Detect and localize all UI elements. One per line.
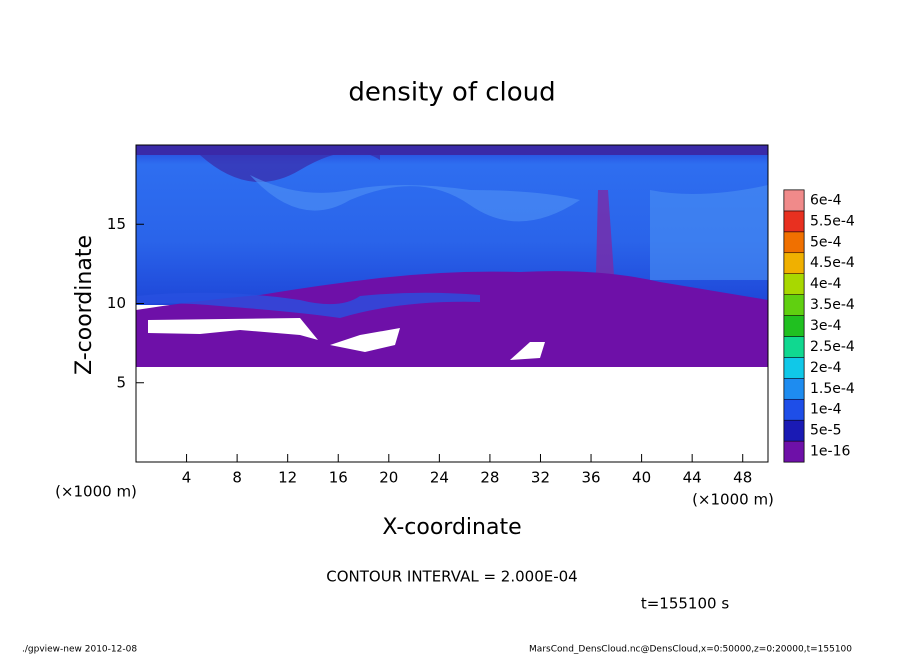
colorbar-label: 2.5e-4 [810, 339, 855, 355]
x-tick-label: 40 [632, 469, 651, 487]
colorbar-box [783, 273, 805, 295]
field-purple [136, 271, 768, 367]
x-tick-label: 4 [182, 469, 192, 487]
x-tick-label: 24 [430, 469, 449, 487]
contour-interval: CONTOUR INTERVAL = 2.000E-04 [326, 568, 577, 586]
footer-right: MarsCond_DensCloud.nc@DensCloud,x=0:5000… [529, 645, 852, 654]
field-swirl [200, 150, 380, 182]
colorbar-box [783, 440, 805, 463]
y-axis-label: Z-coordinate [72, 235, 97, 375]
colorbar-label: 2e-4 [810, 360, 842, 376]
colorbar-label: 1e-4 [810, 402, 842, 418]
colorbar-box [783, 231, 805, 254]
field-empty [136, 367, 768, 462]
colorbar-box [783, 378, 805, 400]
field-hole [510, 342, 545, 360]
colorbar-box [783, 252, 805, 274]
colorbar-box [783, 210, 805, 233]
x-tick-label: 32 [531, 469, 550, 487]
colorbar-box [783, 189, 805, 212]
colorbar-label: 1.5e-4 [810, 381, 855, 397]
cloud-field [136, 145, 768, 462]
colorbar-label: 4e-4 [810, 276, 842, 292]
colorbar-label: 5e-5 [810, 423, 841, 439]
colorbar-box [783, 398, 805, 421]
x-tick-label: 44 [683, 469, 702, 487]
colorbar-label: 3.5e-4 [810, 297, 855, 313]
x-unit-label: (×1000 m) [692, 491, 774, 509]
field-hole [330, 328, 400, 352]
x-tick-label: 20 [379, 469, 398, 487]
colorbar-label: 3e-4 [810, 318, 842, 334]
field-plume [596, 190, 614, 275]
y-tick-label: 10 [107, 294, 126, 312]
colorbar-label: 4.5e-4 [810, 255, 855, 271]
field-light [650, 185, 768, 280]
colorbar-box [783, 315, 805, 337]
y-tick-label: 5 [116, 373, 126, 391]
colorbar-box [783, 357, 805, 379]
colorbar-label: 5.5e-4 [810, 213, 855, 229]
field-hole [148, 318, 318, 340]
colorbar-box [783, 336, 805, 358]
field-edge [136, 292, 480, 318]
x-tick-label: 36 [581, 469, 600, 487]
colorbar-box [783, 419, 805, 442]
x-tick-label: 48 [733, 469, 752, 487]
field-top-band [136, 145, 768, 155]
field-swirl [250, 175, 580, 222]
x-tick-label: 8 [232, 469, 242, 487]
time-label: t=155100 s [641, 595, 729, 613]
colorbar-label: 6e-4 [810, 192, 842, 208]
x-tick-label: 12 [278, 469, 297, 487]
footer-left: ./gpview-new 2010-12-08 [22, 645, 137, 654]
colorbar-label: 5e-4 [810, 234, 842, 250]
y-tick-label: 15 [107, 215, 126, 233]
x-tick-label: 28 [480, 469, 499, 487]
x-axis-label: X-coordinate [382, 515, 521, 540]
colorbar-box [783, 294, 805, 316]
x-tick-label: 16 [329, 469, 348, 487]
colorbar-label: 1e-16 [810, 444, 850, 460]
chart-title: density of cloud [348, 78, 555, 108]
x-unit-label: (×1000 m) [55, 483, 137, 501]
